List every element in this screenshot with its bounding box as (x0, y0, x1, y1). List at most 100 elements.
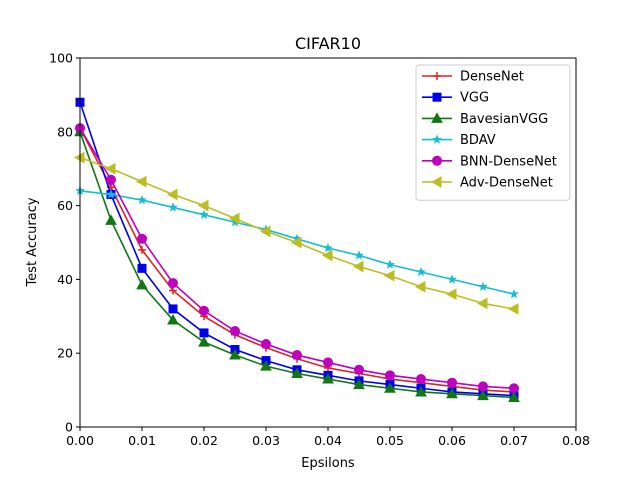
data-point-adv-densenet (290, 236, 302, 249)
y-tick-label: 100 (49, 51, 73, 66)
legend-marker (430, 176, 442, 188)
data-point-bavesianvgg (105, 214, 117, 225)
x-tick-label: 0.01 (128, 433, 156, 448)
series-bavesianvgg (74, 125, 520, 402)
data-point-adv-densenet (445, 288, 457, 301)
data-point-bavesianvgg (198, 336, 210, 347)
data-point-bnn-densenet (416, 374, 426, 385)
x-tick-label: 0.05 (376, 433, 404, 448)
data-point-adv-densenet (228, 212, 240, 225)
data-point-adv-densenet (507, 303, 519, 315)
data-point-bdav (168, 202, 178, 212)
data-point-vgg (137, 263, 147, 273)
legend-box (415, 64, 571, 201)
legend-marker (432, 155, 442, 166)
data-point-adv-densenet (259, 225, 271, 238)
data-point-bdav (478, 281, 488, 291)
plot-frame (79, 57, 577, 428)
legend-label: Adv-DenseNet (460, 176, 553, 191)
series-layer (73, 97, 520, 402)
legend-item-adv-densenet: Adv-DenseNet (422, 176, 553, 191)
data-point-bavesianvgg (384, 382, 396, 393)
legend-label: BDAV (460, 133, 496, 148)
legend-item-bavesianvgg: BavesianVGG (422, 112, 548, 127)
data-point-bavesianvgg (446, 387, 458, 399)
legend-item-densenet: DenseNet (422, 70, 524, 85)
data-point-adv-densenet (321, 249, 333, 262)
data-point-bdav (323, 242, 333, 253)
legend-label: BNN-DenseNet (460, 154, 557, 169)
x-tick-label: 0.08 (562, 433, 590, 448)
data-point-bavesianvgg (291, 367, 303, 378)
data-point-bnn-densenet (230, 326, 240, 337)
x-tick-label: 0.04 (314, 433, 342, 448)
data-point-vgg (168, 304, 178, 314)
data-point-bnn-densenet (261, 338, 271, 349)
data-point-bdav (416, 266, 426, 277)
data-point-bdav (106, 189, 116, 199)
legend-marker (433, 72, 441, 80)
data-point-bdav (385, 259, 395, 269)
data-point-bnn-densenet (292, 350, 302, 361)
y-tick-label: 20 (57, 346, 73, 361)
data-point-adv-densenet (383, 269, 395, 282)
data-point-bavesianvgg (136, 278, 148, 290)
x-tick-label: 0.02 (190, 433, 218, 448)
data-point-bnn-densenet (323, 357, 333, 368)
x-tick-label: 0.07 (500, 433, 528, 448)
data-point-bavesianvgg (322, 373, 334, 384)
data-point-bdav (509, 288, 519, 299)
y-axis-title: Test Accuracy (25, 197, 40, 287)
data-point-bavesianvgg (167, 313, 179, 325)
data-point-bavesianvgg (477, 389, 489, 401)
data-point-adv-densenet (476, 297, 488, 310)
x-tick-label: 0.03 (252, 433, 280, 448)
x-axis: 0.00 0.01 0.02 0.03 0.04 0.05 0.06 0.07 0.08 (66, 427, 590, 448)
legend-marker (431, 112, 443, 123)
data-point-bavesianvgg (229, 349, 241, 360)
data-point-bavesianvgg (353, 378, 365, 390)
data-point-bdav (447, 274, 457, 284)
x-tick-label: 0.00 (66, 433, 94, 448)
legend-label: DenseNet (460, 70, 524, 85)
data-point-adv-densenet (104, 162, 116, 175)
legend-label: BavesianVGG (460, 112, 548, 127)
x-axis-title: Epsilons (301, 456, 355, 471)
chart-title: CIFAR10 (295, 34, 361, 53)
legend-item-bnn-densenet: BNN-DenseNet (422, 154, 557, 169)
data-point-bnn-densenet (354, 364, 364, 375)
series-adv-densenet (73, 151, 519, 315)
data-point-bnn-densenet (106, 174, 116, 185)
data-point-adv-densenet (414, 280, 426, 293)
data-point-adv-densenet (135, 175, 147, 188)
data-point-densenet (138, 245, 146, 254)
legend-item-vgg: VGG (422, 91, 489, 106)
data-point-adv-densenet (166, 188, 178, 201)
legend: DenseNet VGG BavesianVGG BDAV BNN-DenseNet A… (415, 64, 571, 201)
data-point-bavesianvgg (415, 385, 427, 397)
y-tick-label: 0 (65, 420, 73, 435)
data-point-bavesianvgg (260, 360, 272, 371)
x-tick-label: 0.06 (438, 433, 466, 448)
data-point-bnn-densenet (199, 305, 209, 316)
data-point-bavesianvgg (508, 391, 520, 402)
y-tick-label: 60 (57, 198, 73, 213)
legend-label: VGG (460, 91, 489, 106)
legend-marker (432, 92, 442, 102)
y-tick-label: 40 (57, 272, 73, 287)
data-point-adv-densenet (197, 199, 209, 212)
y-tick-label: 80 (57, 124, 73, 139)
legend-item-bdav: BDAV (422, 133, 496, 148)
data-point-bnn-densenet (509, 383, 519, 394)
series-bnn-densenet (75, 123, 519, 394)
legend-marker (432, 134, 442, 144)
data-point-bdav (199, 209, 209, 220)
data-point-bnn-densenet (137, 233, 147, 244)
y-axis: 0 20 40 60 80 100 (49, 51, 80, 435)
data-point-bnn-densenet (385, 370, 395, 381)
data-point-bdav (137, 194, 147, 205)
data-point-adv-densenet (352, 260, 364, 273)
data-point-bnn-densenet (478, 381, 488, 392)
data-point-vgg (199, 328, 209, 338)
